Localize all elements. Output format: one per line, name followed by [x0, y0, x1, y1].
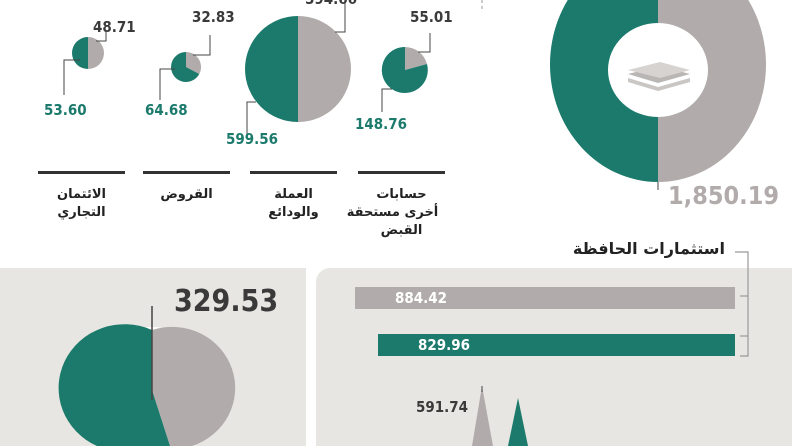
pie1-category-line1: الائتمان [56, 187, 107, 202]
pie-commercial-credit [63, 32, 107, 95]
big-donut [550, 0, 766, 190]
pie3-gray-value: 594.66 [305, 0, 357, 8]
pie4-teal-value: 148.76 [355, 115, 408, 133]
pie2-category-line1: القروض [160, 187, 213, 202]
spike-gray [472, 386, 493, 446]
pie4-gray-value: 55.01 [410, 8, 453, 26]
pie4-slice-teal [381, 46, 428, 93]
pie3-slice-teal [245, 16, 298, 122]
pie2-leader-teal [159, 68, 175, 100]
pie3-rule [250, 171, 337, 174]
pie4-category-line2: أخرى مستحقة [346, 205, 439, 220]
pie1-rule [38, 171, 125, 174]
spike-teal [508, 398, 528, 446]
pie2-rule [143, 171, 230, 174]
bottom-total-value: 329.53 [174, 284, 279, 319]
bottom-pie-slice-teal [58, 324, 170, 446]
bar-teal-value: 829.96 [418, 336, 471, 354]
pie3-category-line1: العملة [274, 187, 313, 202]
spike-peak-value: 591.74 [416, 398, 469, 416]
pie4-category-line3: القبض [380, 223, 423, 238]
pie4-slice-gray [405, 47, 427, 70]
pie2-slice-gray [186, 51, 202, 74]
pie-loans [159, 35, 211, 100]
pie1-leader-gray [96, 32, 107, 42]
pie1-leader-teal [63, 59, 80, 95]
pie1-teal-value: 53.60 [44, 101, 87, 119]
pie4-category-line1: حسابات [376, 187, 427, 202]
bar-teal: 829.96 [378, 334, 735, 356]
pie3-leader-teal [246, 101, 256, 135]
bar-gray: 884.42 [355, 287, 735, 309]
portfolio-title: استثمارات الحافظة [572, 239, 725, 258]
bottom-pie [58, 306, 236, 446]
pie2-teal-value: 64.68 [145, 101, 188, 119]
pie4-rule [358, 171, 445, 174]
pie1-gray-value: 48.71 [93, 18, 136, 36]
pie4-leader-gray [418, 33, 431, 53]
pie2-leader-gray [193, 35, 211, 56]
pie1-category-line2: التجاري [57, 205, 106, 220]
bottom-pie-slice-gray [152, 326, 236, 446]
donut-total-value: 1,850.19 [668, 181, 779, 210]
pie3-leader-gray [335, 0, 346, 33]
pie3-slice-gray [298, 16, 351, 122]
spike-chart [472, 386, 528, 446]
pie-currency-deposits [245, 0, 351, 135]
portfolio-bracket [735, 251, 749, 357]
pie1-slice-gray [88, 37, 104, 69]
pie4-leader-teal [381, 88, 392, 112]
pie3-category-line2: والودائع [268, 205, 319, 220]
pie3-teal-value: 599.56 [226, 130, 279, 148]
pie2-gray-value: 32.83 [192, 8, 235, 26]
pie1-slice-teal [72, 37, 88, 69]
pie2-slice-teal [171, 52, 200, 82]
pie-other-receivables [381, 33, 431, 112]
bar-gray-value: 884.42 [395, 289, 448, 307]
money-icon [628, 62, 690, 91]
